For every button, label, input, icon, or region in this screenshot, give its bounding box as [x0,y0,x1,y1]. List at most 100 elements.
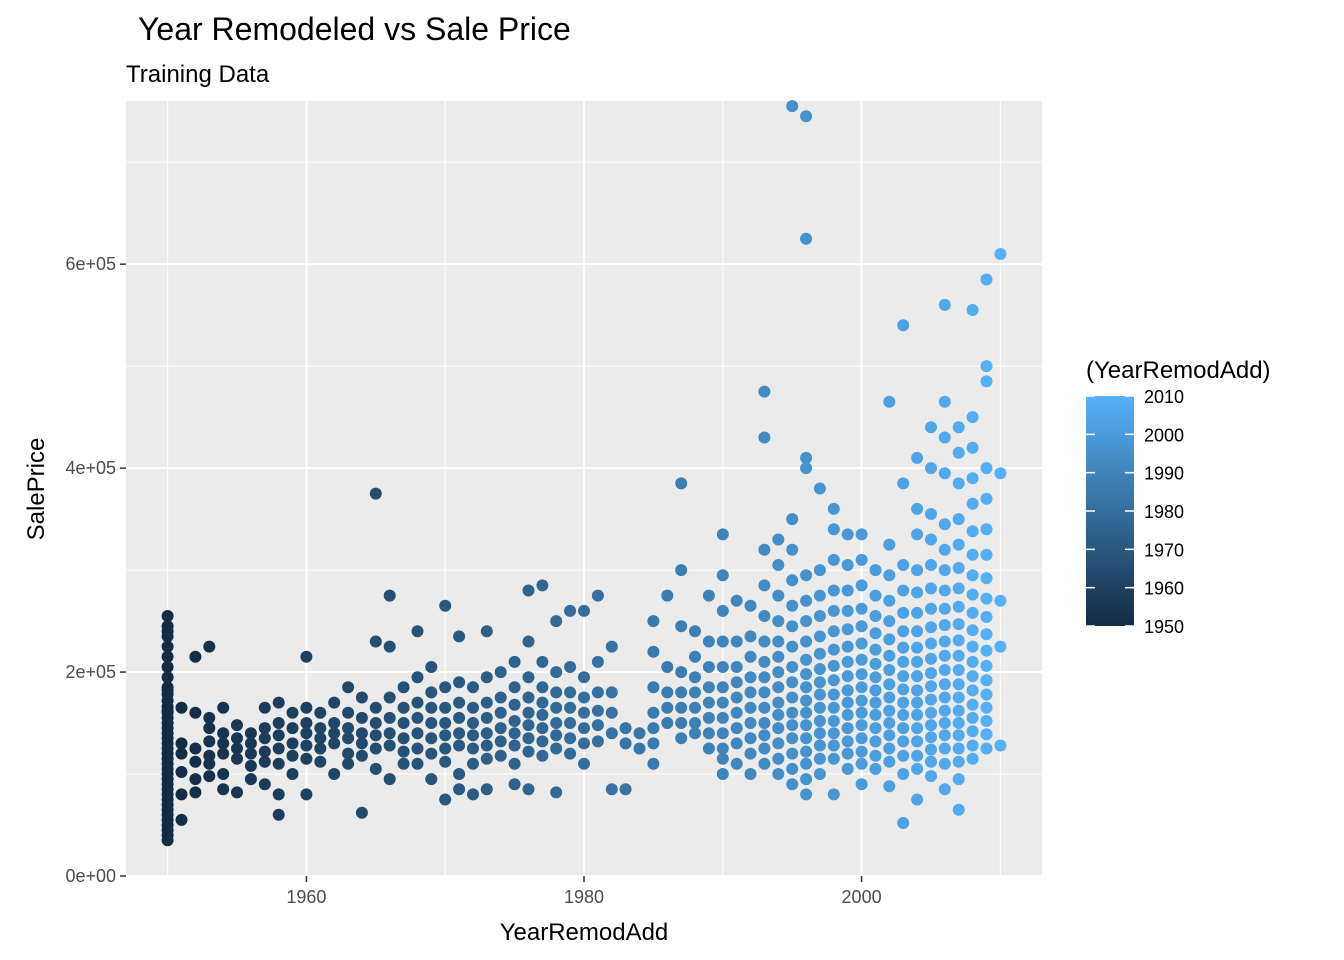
data-point [397,745,410,758]
data-point [508,655,521,668]
data-point [800,653,813,666]
data-point [383,691,396,704]
data-point [827,553,840,566]
data-point [161,661,174,673]
data-point [827,625,840,638]
data-point [758,543,771,556]
data-point [314,706,327,719]
data-point [425,732,438,745]
data-point [758,610,771,622]
data-point [925,462,937,475]
data-point [758,655,771,668]
data-point [369,729,382,742]
data-point [800,615,813,628]
data-point [952,562,965,574]
data-point [883,395,896,408]
data-point [702,727,715,740]
data-point [911,722,924,735]
data-point [744,686,757,699]
data-point [508,757,521,770]
data-point [300,752,313,765]
data-point [342,706,355,719]
data-point [855,757,868,770]
data-point [800,451,813,464]
data-point [869,749,882,762]
data-point [536,655,549,668]
data-point [855,706,868,719]
data-point [911,749,924,762]
data-point [827,715,840,727]
data-point [633,727,646,740]
data-point [980,523,993,536]
data-point [231,742,243,755]
data-point [869,671,882,684]
data-point [994,467,1007,480]
data-point [716,727,729,740]
data-point [841,584,854,597]
data-point [217,783,230,796]
data-point [647,757,660,770]
data-point [369,742,382,755]
data-point [453,727,466,740]
data-point [800,732,813,745]
data-point [925,508,937,520]
data-point [827,739,840,752]
data-point [980,688,993,701]
data-point [272,729,285,742]
data-point [453,696,466,709]
data-point [161,704,174,717]
data-point [702,696,715,709]
data-point [952,717,965,729]
data-point [800,773,813,786]
data-point [952,803,965,816]
data-point [869,722,882,735]
data-point [661,717,674,729]
data-point [217,747,230,760]
data-point [508,698,521,711]
data-point [925,719,937,732]
data-point [383,711,396,724]
data-point [564,686,577,699]
data-point [383,727,396,740]
data-point [827,674,840,687]
data-point [897,670,910,683]
data-point [564,717,577,729]
data-point [855,778,868,791]
data-point [855,637,868,650]
data-point [772,768,785,780]
x-tick-label: 1980 [564,887,604,907]
data-point [952,742,965,755]
data-point [841,623,854,636]
data-point [925,667,937,680]
data-point [689,701,701,714]
data-point [772,635,785,648]
data-point [952,421,965,434]
data-point [217,737,230,750]
data-point [772,708,785,721]
data-point [841,604,854,617]
legend-tick-label: 1970 [1144,540,1184,560]
data-point [619,722,632,735]
data-point [911,451,924,464]
data-point [883,691,896,704]
data-point [855,602,868,615]
data-point [980,360,993,373]
data-point [813,688,826,701]
data-point [453,630,466,643]
data-point [231,786,243,799]
data-point [355,806,368,819]
data-point [966,525,979,538]
data-point [286,768,299,780]
data-point [800,719,813,732]
x-tick-label: 1960 [286,887,326,907]
data-point [966,711,979,724]
data-point [827,688,840,701]
data-point [591,735,604,748]
data-point [342,732,355,745]
data-point [217,727,230,740]
data-point [952,678,965,691]
data-point [855,681,868,694]
data-point [938,298,951,311]
data-point [550,717,563,729]
